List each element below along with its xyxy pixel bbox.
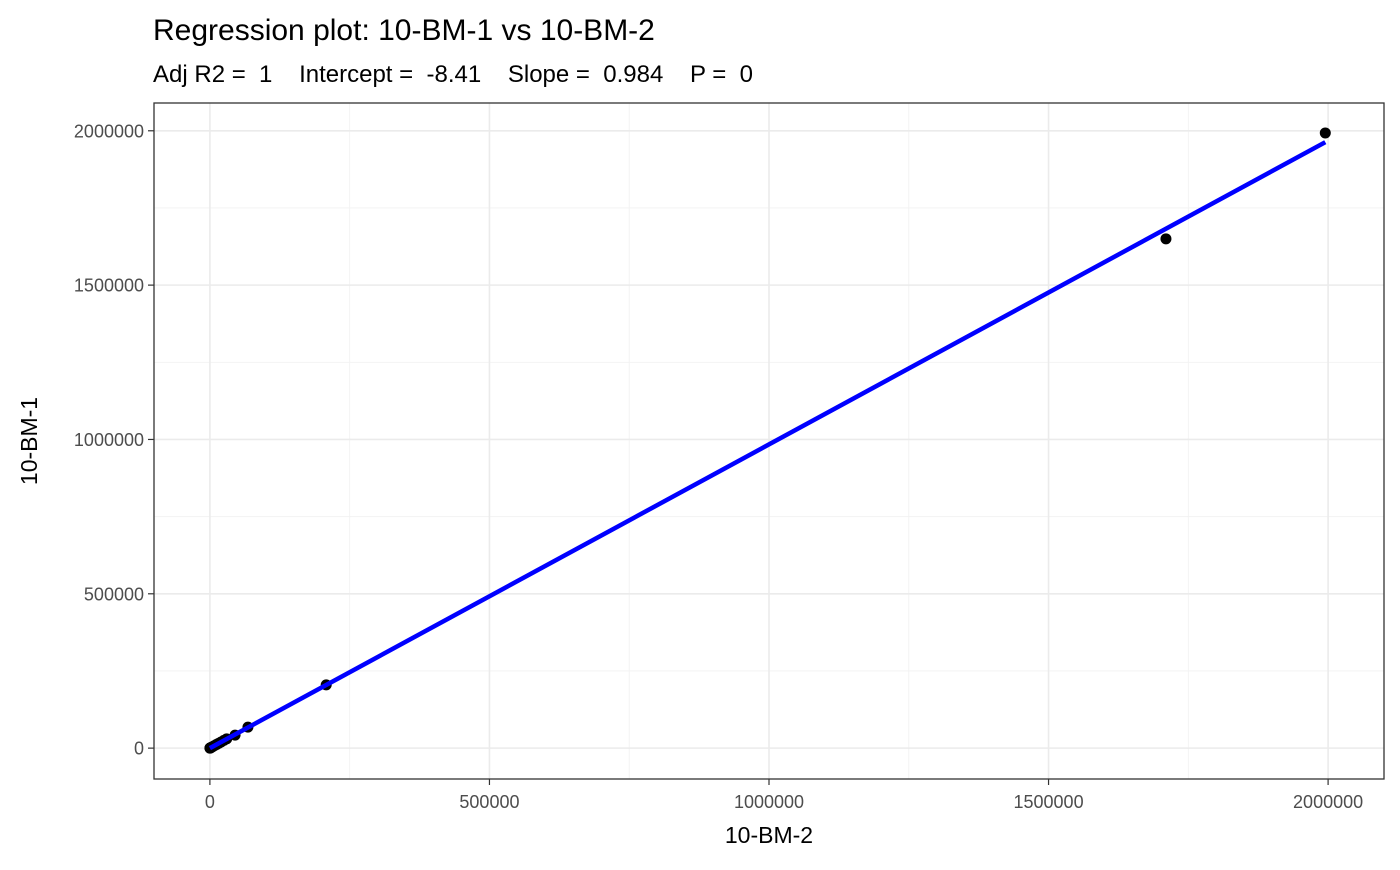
major-gridlines (154, 103, 1384, 779)
x-tick-label: 500000 (459, 792, 519, 812)
y-tick-label: 2000000 (74, 121, 144, 141)
y-tick-label: 0 (134, 739, 144, 759)
x-tick-label: 2000000 (1293, 792, 1363, 812)
regression-line (208, 140, 1327, 751)
data-point (1160, 233, 1172, 245)
y-axis-title: 10-BM-1 (16, 397, 42, 485)
chart-title: Regression plot: 10-BM-1 vs 10-BM-2 (153, 14, 655, 47)
y-tick-label: 500000 (84, 584, 144, 604)
x-axis-ticks: 0 500000 1000000 1500000 2000000 (205, 779, 1363, 812)
y-tick-label: 1500000 (74, 276, 144, 296)
y-tick-label: 1000000 (74, 430, 144, 450)
data-point (1319, 127, 1331, 139)
regression-line-layer (208, 140, 1327, 751)
y-axis-ticks: 0 500000 1000000 1500000 2000000 (74, 121, 154, 759)
x-tick-label: 1500000 (1014, 792, 1084, 812)
x-tick-label: 1000000 (734, 792, 804, 812)
x-axis-title: 10-BM-2 (725, 822, 813, 848)
x-tick-label: 0 (205, 792, 215, 812)
chart-subtitle: Adj R2 = 1 Intercept = -8.41 Slope = 0.9… (153, 61, 753, 88)
